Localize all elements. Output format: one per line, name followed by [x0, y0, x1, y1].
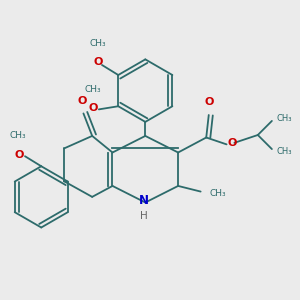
Text: CH₃: CH₃ [90, 38, 106, 47]
Text: CH₃: CH₃ [277, 147, 292, 156]
Text: N: N [139, 194, 149, 207]
Text: CH₃: CH₃ [85, 85, 102, 94]
Text: H: H [140, 211, 148, 220]
Text: O: O [14, 150, 23, 160]
Text: CH₃: CH₃ [10, 131, 26, 140]
Text: O: O [88, 103, 98, 113]
Text: O: O [77, 96, 87, 106]
Text: O: O [94, 57, 103, 67]
Text: CH₃: CH₃ [209, 189, 226, 198]
Text: O: O [204, 97, 213, 107]
Text: O: O [227, 138, 237, 148]
Text: CH₃: CH₃ [277, 114, 292, 123]
